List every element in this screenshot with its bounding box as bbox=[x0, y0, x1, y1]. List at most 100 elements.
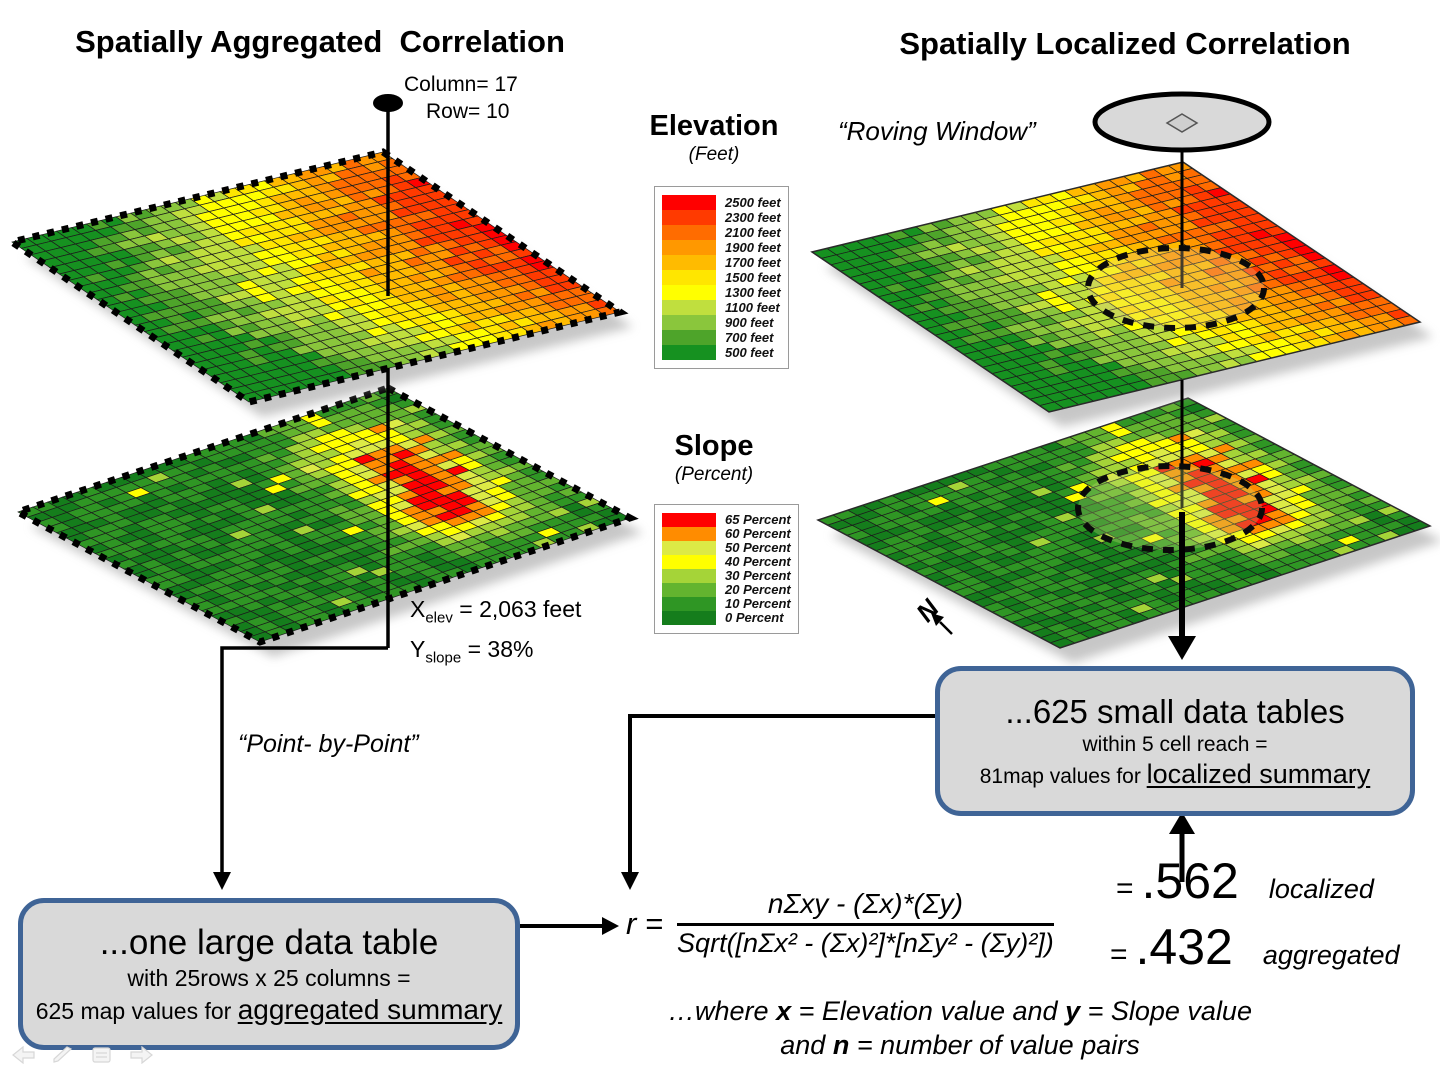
elevation-legend: 2500 feet 2300 feet 2100 feet 1900 feet 1700… bbox=[654, 186, 789, 369]
roving-window-elevation bbox=[1085, 245, 1267, 331]
sample-values: Xelev = 2,063 feet Yslope = 38% bbox=[410, 594, 581, 673]
equals-sign: = bbox=[1116, 872, 1134, 905]
legend-label: 2300 feet bbox=[725, 210, 781, 225]
legend-label: 1300 feet bbox=[725, 285, 781, 300]
legend-swatch bbox=[662, 285, 716, 300]
aggregated-box-title: ...one large data table bbox=[99, 922, 439, 962]
correlation-formula: r = nΣxy - (Σx)*(Σy) Sqrt([nΣx² - (Σx)²]… bbox=[626, 888, 1054, 959]
legend-row: 30 Percent bbox=[662, 569, 791, 583]
legend-label: 60 Percent bbox=[725, 526, 791, 541]
localized-box-title: ...625 small data tables bbox=[1005, 692, 1345, 730]
legend-row: 1300 feet bbox=[662, 285, 781, 300]
legend-label: 30 Percent bbox=[725, 568, 791, 583]
legend-swatch bbox=[662, 611, 716, 625]
slope-legend-title: Slope bbox=[674, 430, 754, 462]
roving-window-cell-marker bbox=[1165, 113, 1199, 133]
elevation-map-right bbox=[810, 161, 1433, 427]
north-arrowhead bbox=[931, 613, 944, 626]
result-localized: = .562 localized bbox=[1116, 852, 1374, 910]
legend-swatch bbox=[662, 210, 716, 225]
legend-row: 2100 feet bbox=[662, 225, 781, 240]
elevation-map-border bbox=[810, 161, 1422, 413]
legend-label: 0 Percent bbox=[725, 610, 784, 625]
legend-swatch bbox=[662, 300, 716, 315]
legend-swatch bbox=[662, 555, 716, 569]
legend-label: 10 Percent bbox=[725, 596, 791, 611]
legend-swatch bbox=[662, 527, 716, 541]
aggregated-box-line2: with 25rows x 25 columns = bbox=[127, 964, 411, 991]
legend-row: 900 feet bbox=[662, 315, 781, 330]
slope-legend: 65 Percent 60 Percent 50 Percent 40 Percent… bbox=[654, 504, 799, 634]
nav-menu-icon[interactable] bbox=[90, 1046, 114, 1064]
north-arrow-shaft bbox=[939, 621, 953, 635]
legend-label: 2500 feet bbox=[725, 195, 781, 210]
equals-sign: = bbox=[1110, 938, 1128, 971]
legend-swatch bbox=[662, 569, 716, 583]
legend-row: 500 feet bbox=[662, 345, 781, 360]
arrowhead-up-to-localized-box bbox=[1169, 812, 1195, 834]
legend-swatch bbox=[662, 513, 716, 527]
formula-denominator: Sqrt([nΣx² - (Σx)²]*[nΣy² - (Σy)²]) bbox=[677, 928, 1054, 958]
legend-swatch bbox=[662, 541, 716, 555]
nav-back-icon[interactable] bbox=[12, 1046, 36, 1064]
aggregated-r-value: .432 bbox=[1135, 919, 1233, 975]
legend-row: 0 Percent bbox=[662, 611, 791, 625]
legend-row: 1700 feet bbox=[662, 255, 781, 270]
formula-numerator: nΣxy - (Σx)*(Σy) bbox=[767, 888, 963, 919]
column-label: Column= 17 bbox=[404, 73, 518, 96]
legend-label: 700 feet bbox=[725, 330, 774, 345]
fraction-bar bbox=[677, 923, 1054, 926]
elevation-legend-subtitle: (Feet) bbox=[688, 144, 740, 165]
y-slope-value: Yslope = 38% bbox=[410, 635, 534, 667]
localized-summary-box: ...625 small data tables within 5 cell r… bbox=[935, 666, 1415, 816]
legend-label: 20 Percent bbox=[725, 582, 791, 597]
localized-r-label: localized bbox=[1268, 874, 1374, 904]
roving-window-slope bbox=[1075, 463, 1265, 553]
localized-r-value: .562 bbox=[1141, 853, 1239, 909]
nav-pen-icon[interactable] bbox=[51, 1046, 75, 1064]
nav-forward-icon[interactable] bbox=[129, 1046, 153, 1064]
legend-label: 1500 feet bbox=[725, 270, 781, 285]
slope-map-right bbox=[816, 397, 1440, 663]
legend-label: 1900 feet bbox=[725, 240, 781, 255]
legend-row: 2300 feet bbox=[662, 210, 781, 225]
legend-row: 2500 feet bbox=[662, 195, 781, 210]
slope-legend-subtitle: (Percent) bbox=[674, 464, 754, 485]
elevation-legend-title: Elevation bbox=[649, 110, 779, 142]
legend-row: 65 Percent bbox=[662, 513, 791, 527]
row-label: Row= 10 bbox=[426, 100, 510, 123]
legend-label: 1100 feet bbox=[725, 300, 780, 315]
legend-label: 50 Percent bbox=[725, 540, 791, 555]
legend-label: 40 Percent bbox=[725, 554, 791, 569]
arrowhead-to-aggregated-box bbox=[213, 872, 231, 890]
elevation-legend-header: Elevation (Feet) bbox=[624, 110, 804, 166]
slope-legend-header: Slope (Percent) bbox=[624, 430, 804, 486]
legend-row: 1100 feet bbox=[662, 300, 781, 315]
legend-label: 500 feet bbox=[725, 345, 774, 360]
x-elevation-value: Xelev = 2,063 feet bbox=[410, 596, 582, 627]
elevation-map-left bbox=[3, 148, 633, 417]
legend-row: 60 Percent bbox=[662, 527, 791, 541]
elevation-map-border bbox=[3, 148, 629, 406]
legend-label: 65 Percent bbox=[725, 512, 791, 527]
localized-to-formula-connector bbox=[628, 714, 935, 872]
legend-swatch bbox=[662, 195, 716, 210]
legend-row: 1500 feet bbox=[662, 270, 781, 285]
legend-swatch bbox=[662, 225, 716, 240]
arrowhead-to-formula-down bbox=[621, 872, 639, 890]
legend-swatch bbox=[662, 315, 716, 330]
legend-swatch bbox=[662, 345, 716, 360]
slope-map-border bbox=[816, 397, 1432, 649]
legend-row: 1900 feet bbox=[662, 240, 781, 255]
legend-label: 900 feet bbox=[725, 315, 774, 330]
title-localized: Spatially Localized Correlation bbox=[899, 26, 1351, 61]
arrowhead-to-localized-box bbox=[1168, 636, 1196, 660]
localized-box-line3: 81map values for localized summary bbox=[979, 758, 1371, 789]
formula-fraction: nΣxy - (Σx)*(Σy) Sqrt([nΣx² - (Σx)²]*[nΣ… bbox=[677, 888, 1054, 959]
legend-swatch bbox=[662, 583, 716, 597]
formula-note-line2: and n = number of value pairs bbox=[780, 1030, 1140, 1060]
roving-window-label: “Roving Window” bbox=[838, 116, 1036, 146]
point-by-point-connector bbox=[220, 646, 388, 872]
